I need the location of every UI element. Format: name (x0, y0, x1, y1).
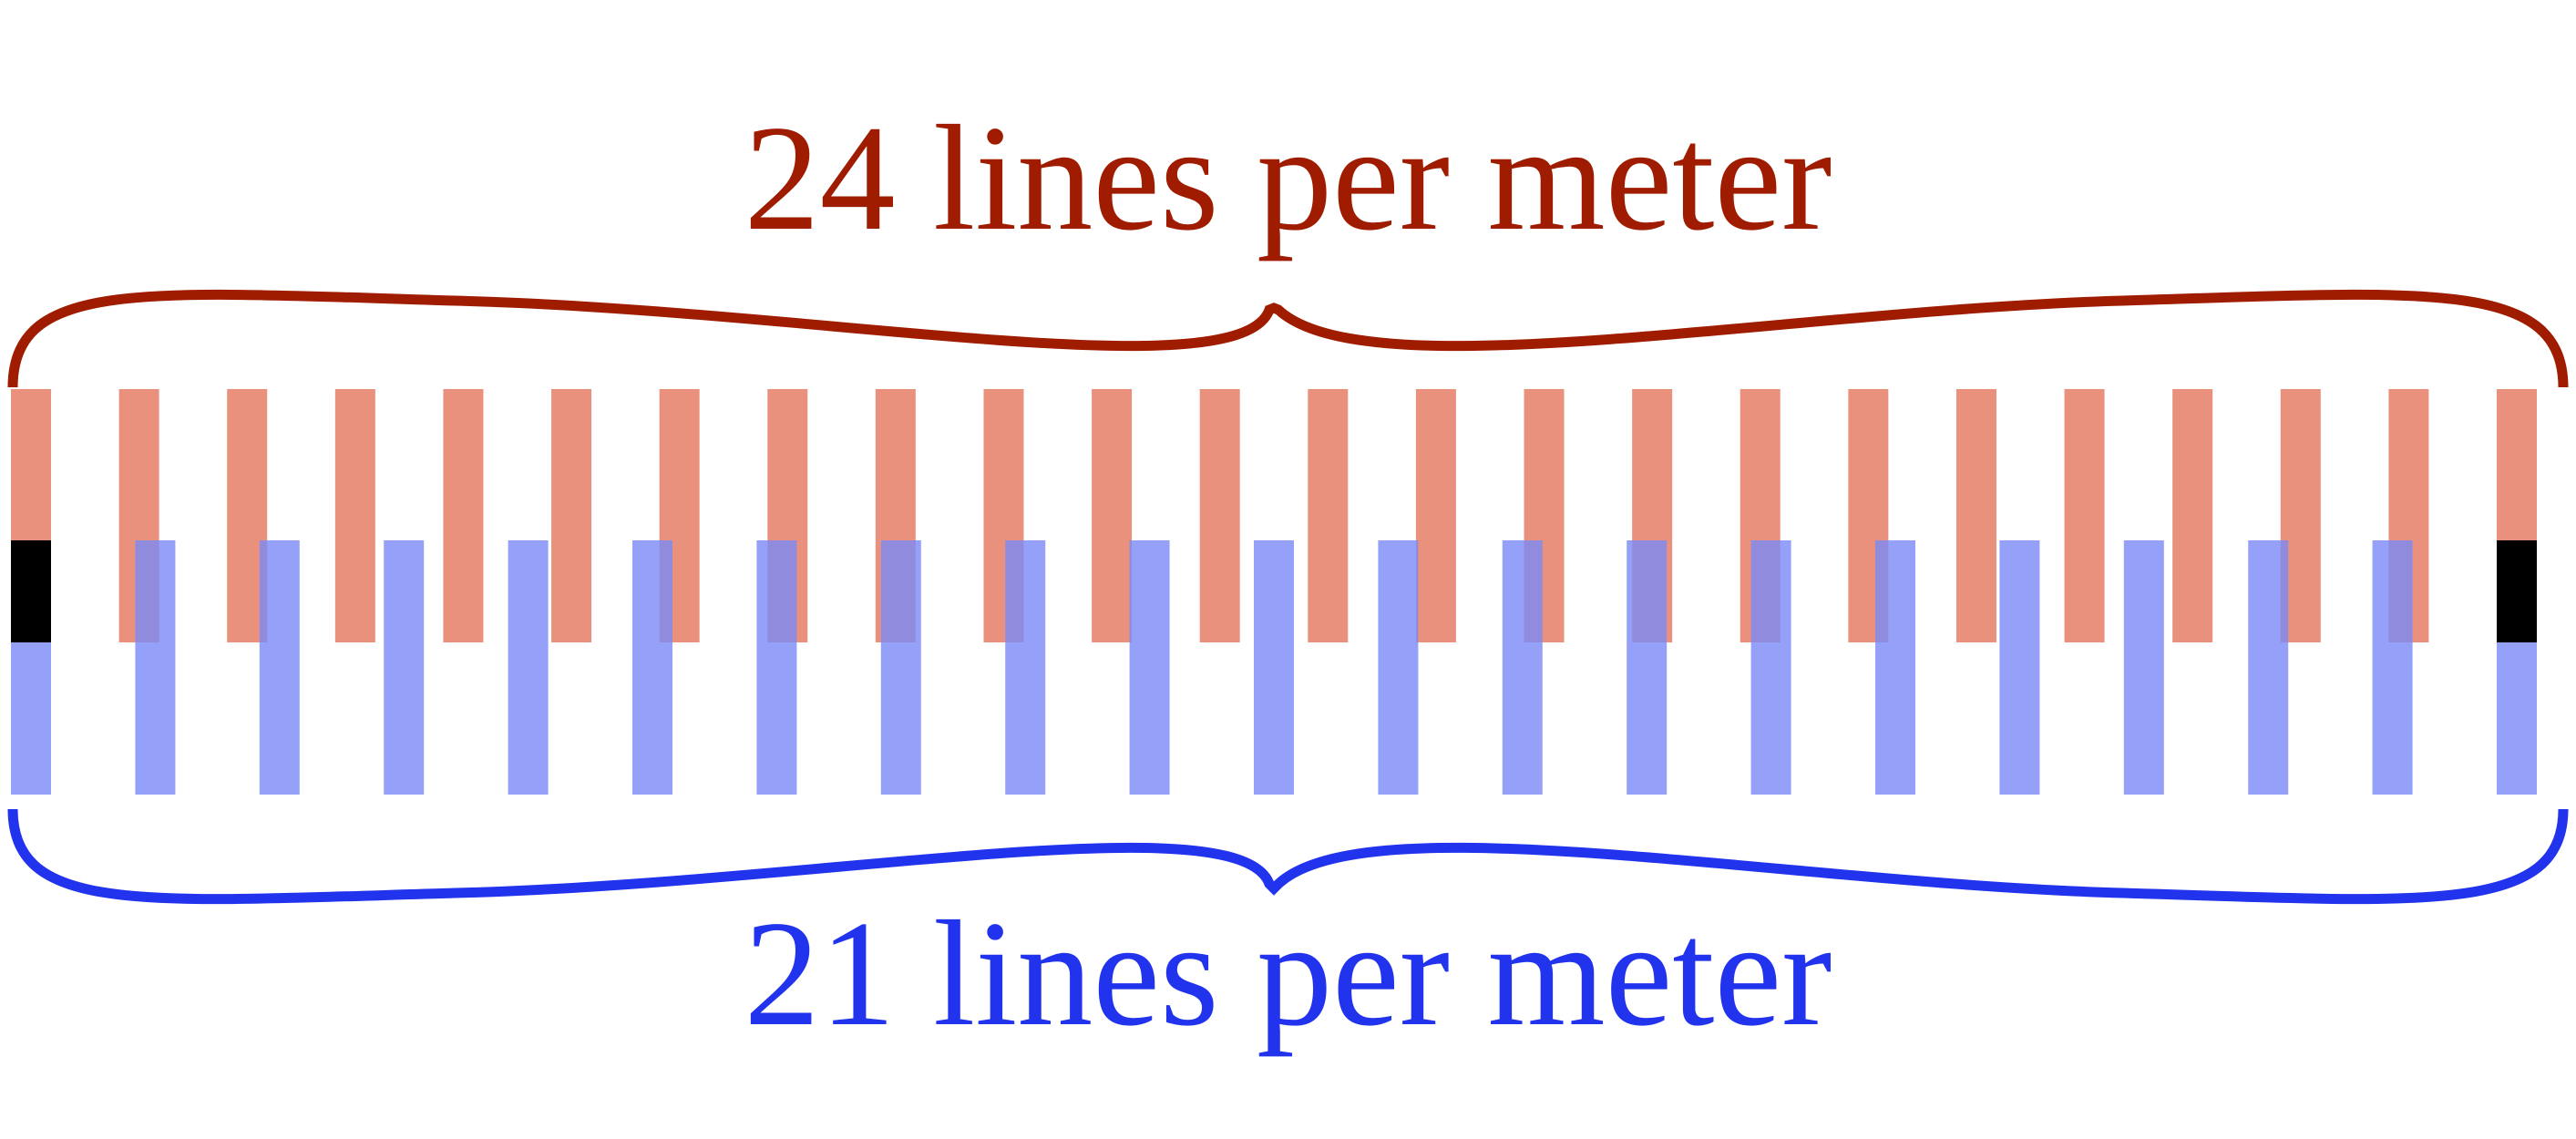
top-grating-bar (1308, 389, 1349, 642)
bottom-grating-bar (1502, 540, 1543, 795)
bottom-grating-bar (1999, 540, 2040, 795)
top-brace (7, 289, 2569, 388)
bottom-grating-bar (1005, 540, 1046, 795)
bottom-grating-bar (756, 540, 797, 795)
top-grating-bar (1199, 389, 1240, 642)
top-grating-label: 24 lines per meter (744, 94, 1832, 262)
coincidence-mark (2497, 540, 2537, 642)
bottom-grating-bar (2248, 540, 2289, 795)
coincidence-marks (11, 540, 2537, 642)
top-grating-bar (1415, 389, 1456, 642)
top-grating-bar (2172, 389, 2213, 642)
bottom-grating-bar (1254, 540, 1294, 795)
bottom-grating-bar (508, 540, 549, 795)
bottom-grating-bar (1378, 540, 1419, 795)
bottom-grating-bar (1129, 540, 1170, 795)
coincidence-mark (11, 540, 51, 642)
bottom-grating-bar (384, 540, 425, 795)
bottom-brace (7, 808, 2569, 905)
bottom-grating-label: 21 lines per meter (744, 889, 1832, 1057)
bottom-grating-bar (259, 540, 300, 795)
bottom-grating-bar (2372, 540, 2413, 795)
bottom-grating-bar (135, 540, 176, 795)
top-grating-bar (1092, 389, 1133, 642)
bottom-grating-bar (880, 540, 921, 795)
bottom-grating-bar (2123, 540, 2164, 795)
bottom-grating-bar (1750, 540, 1791, 795)
bottom-grating-bars (11, 540, 2537, 795)
top-grating-bar (2064, 389, 2105, 642)
bottom-grating-bar (632, 540, 672, 795)
top-grating-bar (334, 389, 375, 642)
top-grating-bar (551, 389, 592, 642)
bottom-grating-bar (1875, 540, 1915, 795)
top-grating-bar (1955, 389, 1996, 642)
bottom-grating-bar (1627, 540, 1668, 795)
top-grating-bar (443, 389, 484, 642)
